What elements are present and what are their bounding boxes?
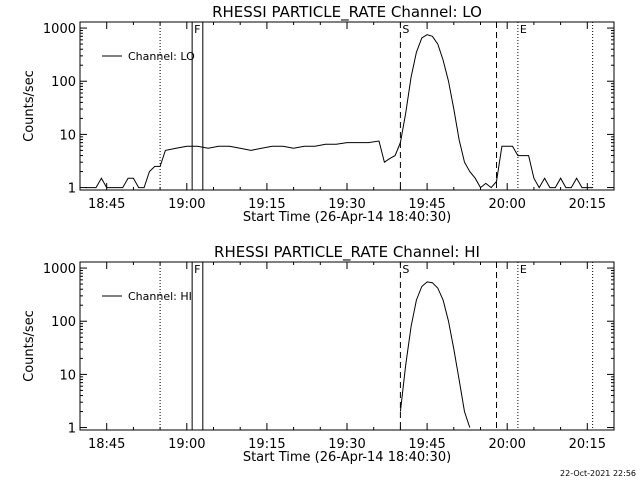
- event-marker-label: S: [402, 263, 409, 276]
- series-line-0: [85, 34, 593, 189]
- y-axis-label: Counts/sec: [22, 70, 37, 142]
- y-tick-label: 10: [59, 128, 76, 143]
- x-tick-label: 20:15: [569, 437, 606, 452]
- y-tick-label: 1000: [43, 262, 76, 277]
- chart-panel-0: RHESSI PARTICLE_RATE Channel: LO 18:45 19:…: [22, 3, 615, 225]
- y-axis-label: Counts/sec: [22, 310, 37, 382]
- x-tick-label: 19:45: [408, 437, 445, 452]
- y-tick-label: 1: [68, 422, 76, 437]
- legend-label: Channel: LO: [128, 50, 195, 63]
- event-marker-label: F: [194, 263, 200, 276]
- y-tick-label: 100: [51, 75, 76, 90]
- legend-label: Channel: HI: [128, 290, 192, 303]
- x-tick-label: 19:15: [248, 437, 285, 452]
- x-tick-label: 20:15: [569, 197, 606, 212]
- chart-title: RHESSI PARTICLE_RATE Channel: HI: [214, 243, 480, 262]
- x-tick-label: 18:45: [88, 437, 125, 452]
- x-tick-label: 20:00: [488, 437, 525, 452]
- chart-title: RHESSI PARTICLE_RATE Channel: LO: [212, 3, 482, 22]
- y-tick-label: 1: [68, 182, 76, 197]
- chart-panel-1: RHESSI PARTICLE_RATE Channel: HI 18:45 19:…: [22, 243, 615, 465]
- series-line-0: [399, 281, 471, 428]
- event-marker-label: E: [520, 23, 527, 36]
- x-tick-label: 19:00: [168, 197, 205, 212]
- footer-timestamp: 22-Oct-2021 22:56: [560, 469, 636, 478]
- x-axis-label: Start Time (26-Apr-14 18:40:30): [243, 210, 451, 225]
- x-tick-label: 18:45: [88, 197, 125, 212]
- x-tick-label: 19:45: [408, 197, 445, 212]
- x-tick-label: 19:00: [168, 437, 205, 452]
- y-tick-label: 100: [51, 315, 76, 330]
- x-axis-label: Start Time (26-Apr-14 18:40:30): [243, 450, 451, 465]
- x-tick-label: 19:30: [328, 197, 365, 212]
- x-tick-label: 20:00: [488, 197, 525, 212]
- x-tick-label: 19:30: [328, 437, 365, 452]
- event-marker-label: S: [402, 23, 409, 36]
- y-tick-label: 10: [59, 368, 76, 383]
- event-marker-label: F: [194, 23, 200, 36]
- y-tick-label: 1000: [43, 22, 76, 37]
- event-marker-label: E: [520, 263, 527, 276]
- x-tick-label: 19:15: [248, 197, 285, 212]
